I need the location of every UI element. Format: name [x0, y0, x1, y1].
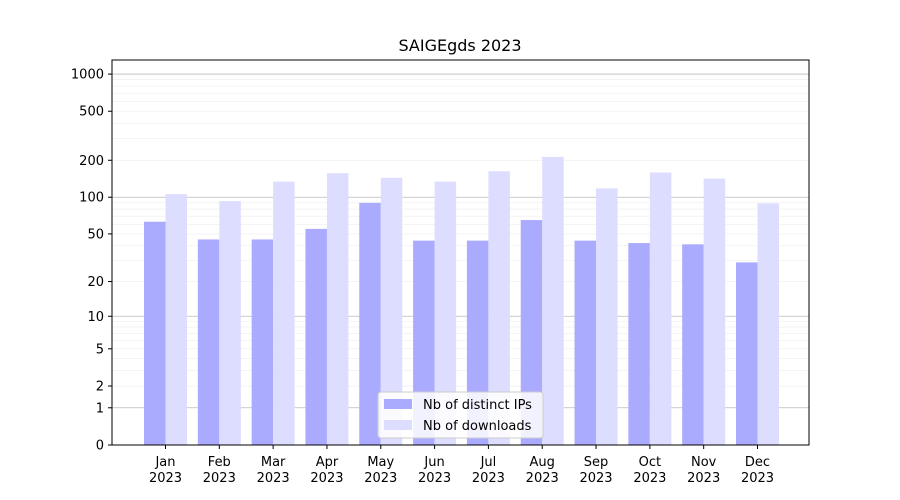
x-tick-label-month: May [367, 455, 394, 470]
bar-downloads [757, 203, 779, 445]
bar-distinct-ips [305, 228, 327, 445]
bar-downloads [273, 181, 295, 445]
x-tick-label-month: Jan [154, 455, 175, 470]
x-tick-label-year: 2023 [579, 471, 612, 486]
bar-distinct-ips [144, 221, 166, 445]
x-tick-label-month: Jul [480, 455, 497, 470]
chart-title: SAIGEgds 2023 [398, 36, 521, 55]
x-tick-label-year: 2023 [687, 471, 720, 486]
y-tick-label: 5 [96, 342, 104, 357]
y-tick-label: 10 [87, 310, 104, 325]
x-tick-label-month: Nov [691, 455, 717, 470]
legend-swatch-ips [384, 399, 412, 409]
x-tick-label-year: 2023 [741, 471, 774, 486]
x-tick-label-year: 2023 [257, 471, 290, 486]
x-tick-label-month: Mar [261, 455, 286, 470]
x-tick-label-year: 2023 [364, 471, 397, 486]
x-tick-label-year: 2023 [418, 471, 451, 486]
legend-box [377, 391, 544, 439]
y-tick-label: 1 [96, 401, 104, 416]
x-tick-label-month: Oct [639, 455, 661, 470]
bar-downloads [219, 201, 241, 445]
bar-downloads [165, 194, 187, 445]
x-tick-label-month: Aug [530, 455, 555, 470]
x-tick-label-year: 2023 [310, 471, 343, 486]
bar-downloads [649, 172, 672, 445]
y-tick-label: 50 [87, 227, 104, 242]
x-tick-label-month: Sep [584, 455, 609, 470]
bar-downloads [542, 156, 564, 446]
x-tick-label-month: Jun [423, 455, 444, 470]
bar-distinct-ips [520, 220, 543, 445]
bar-downloads [380, 177, 403, 445]
bar-distinct-ips [197, 239, 220, 445]
bar-downloads [326, 173, 349, 445]
legend: Nb of distinct IPs Nb of downloads [377, 391, 544, 439]
y-tick-label: 20 [87, 275, 104, 290]
y-tick-label: 200 [79, 154, 104, 169]
bar-downloads [596, 188, 618, 445]
y-tick-label: 500 [79, 105, 104, 120]
legend-label-downloads: Nb of downloads [423, 419, 532, 434]
x-tick-label-year: 2023 [633, 471, 666, 486]
x-tick-label-year: 2023 [472, 471, 505, 486]
x-tick-label-month: Feb [208, 455, 231, 470]
bar-distinct-ips [628, 243, 650, 445]
bar-distinct-ips [574, 240, 597, 445]
bar-distinct-ips [359, 202, 381, 445]
x-axis: Jan2023Feb2023Mar2023Apr2023May2023Jun20… [149, 445, 774, 486]
y-tick-label: 2 [96, 380, 104, 395]
plot-frame [111, 59, 810, 446]
bar-distinct-ips [682, 244, 704, 445]
y-tick-label: 0 [96, 439, 104, 454]
bar-distinct-ips [251, 239, 274, 445]
bar-distinct-ips [736, 262, 758, 445]
x-tick-label-month: Apr [316, 455, 339, 470]
legend-label-ips: Nb of distinct IPs [423, 398, 532, 413]
y-axis: 0 1 2 5 10 20 50 100 200 500 1000 [71, 68, 112, 454]
bar-downloads [703, 178, 726, 445]
x-tick-label-year: 2023 [149, 471, 182, 486]
y-tick-label: 1000 [71, 68, 104, 83]
x-tick-label-month: Dec [745, 455, 770, 470]
x-tick-label-year: 2023 [526, 471, 559, 486]
bar-downloads [488, 171, 510, 446]
bar-downloads [434, 181, 457, 445]
x-tick-label-year: 2023 [203, 471, 236, 486]
legend-swatch-downloads [384, 420, 412, 430]
y-tick-label: 100 [79, 191, 104, 206]
